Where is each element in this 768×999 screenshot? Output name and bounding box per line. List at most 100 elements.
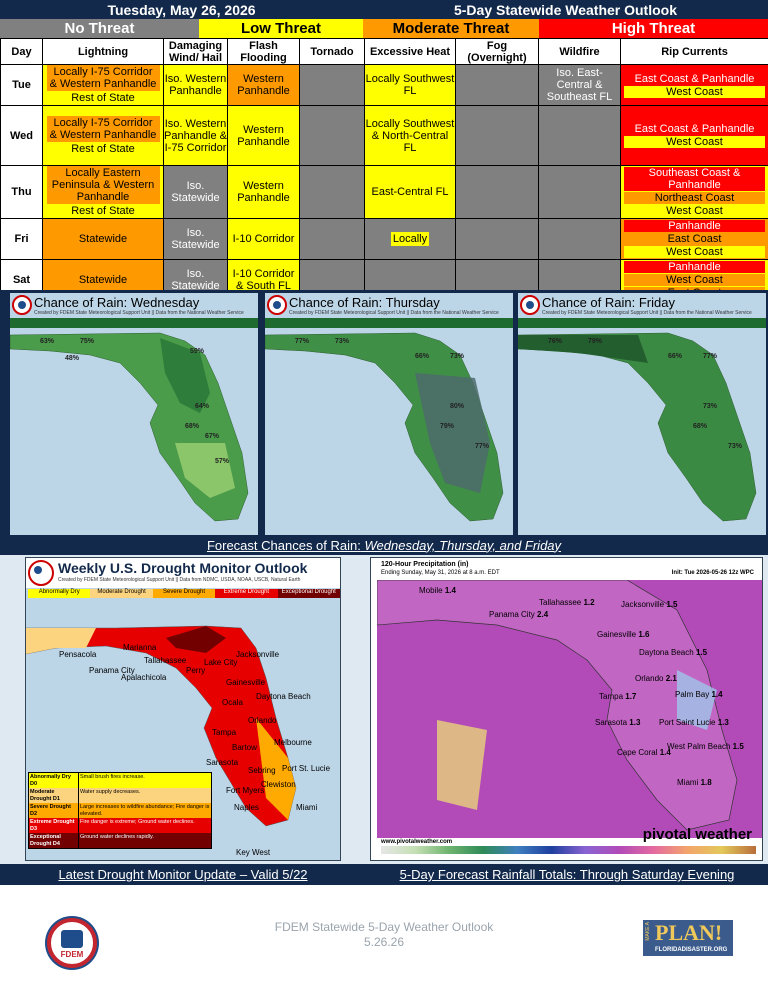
- wildfire-cell: [538, 218, 621, 260]
- lightning-moderate: Locally I-75 Corridor & Western Panhandl…: [46, 65, 160, 91]
- wildfire-cell: Iso. East-Central & Southeast FL: [538, 64, 621, 106]
- city-label: Naples: [234, 803, 259, 812]
- drought-legend: Abnormally Dry Moderate Drought Severe D…: [28, 589, 340, 598]
- table-row: Tue Locally I-75 Corridor & Western Panh…: [0, 64, 768, 106]
- plan-url: FLORIDADISASTER.ORG: [655, 947, 728, 953]
- florida-landmass: [377, 580, 738, 831]
- col-wind-hail: Damaging Wind/ Hail: [163, 38, 228, 65]
- rain-map-thursday: Chance of Rain: Thursday Created by FDEM…: [265, 293, 513, 535]
- city-label: Lake City: [204, 658, 238, 667]
- fdem-seal-icon: [267, 295, 287, 315]
- rip-low: West Coast: [624, 85, 765, 98]
- impact-text: Large increases to wildfire abundance; F…: [80, 804, 210, 817]
- city-label: Gainesville: [226, 678, 266, 687]
- city-label: Jacksonville: [236, 650, 280, 659]
- rain-area-low: [175, 443, 235, 498]
- heat-low: Locally: [390, 232, 430, 246]
- lightning-low: Rest of State: [71, 205, 135, 217]
- rain-pct: 75%: [80, 338, 95, 345]
- city-label: Clewiston: [261, 780, 296, 789]
- drought-header: [26, 558, 340, 588]
- flood-cell: Western Panhandle: [227, 165, 300, 219]
- col-lightning: Lightning: [42, 38, 164, 65]
- impact-row: Extreme Drought D3 Fire danger is extreme…: [29, 818, 211, 833]
- drought-credit: Created by FDEM State Meteorological Sup…: [58, 577, 301, 583]
- rain-pct: 68%: [185, 423, 200, 430]
- header-date: Tuesday, May 26, 2026: [0, 0, 363, 19]
- wind-cell: Iso. Western Panhandle: [163, 64, 228, 106]
- legend-low-threat: Low Threat: [199, 19, 363, 38]
- tornado-cell: [299, 165, 365, 219]
- fog-cell: [455, 105, 539, 166]
- tornado-cell: [299, 105, 365, 166]
- wind-cell: Iso. Statewide: [163, 165, 228, 219]
- rain-pct: 77%: [475, 443, 490, 450]
- precip-dry-area: [677, 670, 717, 730]
- precip-map: [377, 580, 762, 838]
- plan-small: MAKE A: [645, 922, 651, 941]
- lightning-moderate: Locally I-75 Corridor & Western Panhandl…: [46, 115, 160, 142]
- seal-label: FDEM: [60, 950, 84, 959]
- precip-city: West Palm Beach 1.5: [667, 742, 744, 751]
- precip-city: Palm Bay 1.4: [675, 690, 723, 699]
- col-day: Day: [0, 38, 43, 65]
- city-label: Sarasota: [206, 758, 239, 767]
- impact-row: Severe Drought D2 Large increases to wild…: [29, 803, 211, 818]
- drought-caption: Latest Drought Monitor Update – Valid 5/…: [0, 864, 366, 885]
- precip-city: Mobile 1.4: [419, 586, 456, 595]
- rain-pct: 73%: [728, 443, 743, 450]
- drought-title: Weekly U.S. Drought Monitor Outlook: [58, 560, 308, 576]
- rip-moderate: West Coast: [624, 274, 765, 286]
- impact-row: Exceptional Drought D4 Ground water decli…: [29, 833, 211, 848]
- wildfire-cell: [538, 165, 621, 219]
- impact-row: Abnormally Dry D0 Small brush fires incre…: [29, 773, 211, 788]
- rip-low: West Coast: [624, 246, 765, 258]
- florida-shape-icon: [61, 930, 83, 948]
- rain-pct: 68%: [693, 423, 708, 430]
- col-rip-currents: Rip Currents: [620, 38, 768, 65]
- rain-caption-prefix: Forecast Chances of Rain:: [206, 537, 361, 553]
- heat-cell: Locally Southwest & North-Central FL: [364, 105, 456, 166]
- table-row: Thu Locally Eastern Peninsula & Western …: [0, 165, 768, 219]
- pivotal-site: www.pivotalweather.com: [381, 839, 453, 845]
- lightning-moderate: Locally Eastern Peninsula & Western Panh…: [46, 166, 160, 204]
- drought-map: [26, 625, 297, 827]
- map-credit: Created by FDEM State Meteorological Sup…: [542, 310, 752, 316]
- fog-cell: [455, 64, 539, 106]
- fog-cell: [455, 165, 539, 219]
- rain-pct: 66%: [415, 353, 430, 360]
- legend-d4: Exceptional Drought: [277, 589, 340, 598]
- plan-big: PLAN!: [655, 920, 723, 945]
- threat-table: Day Lightning Damaging Wind/ Hail Flash …: [0, 38, 768, 301]
- fdem-seal-icon: [520, 295, 540, 315]
- heat-cell: Locally Southwest FL: [364, 64, 456, 106]
- impact-level: Abnormally Dry D0: [29, 773, 79, 788]
- precip-init: Init: Tue 2026-05-26 12z WPC: [671, 570, 754, 576]
- impact-text: Ground water declines rapidly.: [80, 834, 154, 840]
- precip-city: Panama City 2.4: [489, 610, 549, 619]
- precip-city: Tampa 1.7: [599, 692, 637, 701]
- rip-low: West Coast: [624, 205, 765, 217]
- rain-pct: 66%: [668, 353, 683, 360]
- legend-d1: Moderate Drought: [90, 589, 153, 598]
- tornado-cell: [299, 218, 365, 260]
- legend-no-threat: No Threat: [0, 19, 199, 38]
- lightning-cell: Locally I-75 Corridor & Western Panhandl…: [42, 105, 164, 166]
- rain-pct: 80%: [450, 403, 465, 410]
- row-day: Fri: [0, 218, 43, 260]
- precip-city: Jacksonville 1.5: [621, 600, 678, 609]
- precip-city: Miami 1.8: [677, 778, 712, 787]
- impact-level: Extreme Drought D3: [29, 818, 79, 833]
- footer-title: FDEM Statewide 5-Day Weather Outlook: [274, 920, 494, 934]
- precip-title: 120-Hour Precipitation (in): [381, 561, 469, 568]
- lightning-cell: Statewide: [42, 218, 164, 260]
- map-title: Chance of Rain: Wednesday: [34, 295, 200, 310]
- drought-impacts-table: Abnormally Dry D0 Small brush fires incre…: [28, 772, 212, 849]
- rip-moderate: East Coast: [624, 233, 765, 245]
- city-label: Tallahassee: [144, 656, 187, 665]
- fdem-seal-logo: FDEM: [47, 918, 97, 968]
- col-tornado: Tornado: [299, 38, 365, 65]
- row-day: Tue: [0, 64, 43, 106]
- col-fog: Fog (Overnight): [455, 38, 539, 65]
- fdem-seal-icon: [28, 560, 54, 586]
